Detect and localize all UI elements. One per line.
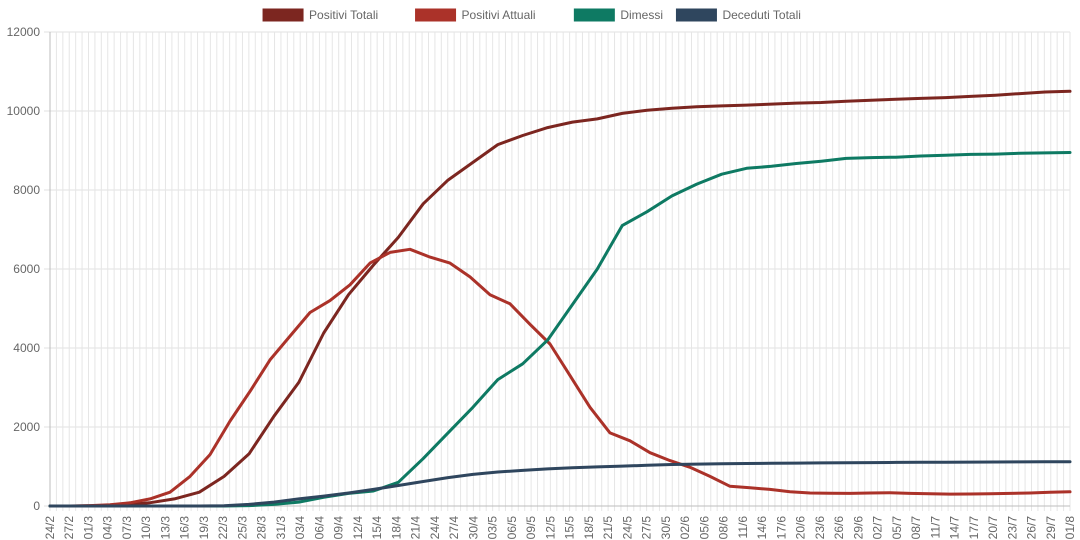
y-tick-label: 0 [33,499,40,513]
chart-grid [44,31,1071,511]
y-tick-label: 8000 [13,183,40,197]
x-tick-label: 24/2 [43,516,57,540]
x-tick-label: 29/7 [1044,516,1058,540]
x-tick-label: 31/3 [274,516,288,540]
x-axis-ticks: 24/2 27/2 01/3 04/3 07/3 10/3 13/3 16/3 19/3 22/3… [43,516,1077,540]
x-tick-label: 18/5 [582,516,596,540]
legend-item[interactable]: Deceduti Totali [675,8,801,22]
x-tick-label: 16/3 [178,516,192,540]
x-tick-label: 09/5 [524,516,538,540]
x-tick-label: 14/6 [755,516,769,540]
x-tick-label: 23/7 [1005,516,1019,540]
x-tick-label: 13/3 [158,516,172,540]
series-line-3 [48,460,1072,508]
x-tick-label: 26/7 [1025,516,1039,540]
y-axis-ticks: 0 2000 4000 6000 8000 10000 12000 [7,25,41,513]
x-tick-label: 15/5 [563,516,577,540]
y-tick-label: 12000 [7,25,41,39]
x-tick-label: 02/6 [678,516,692,540]
y-tick-label: 6000 [13,262,40,276]
x-tick-label: 30/5 [659,516,673,540]
legend-swatch [415,8,457,22]
x-tick-label: 07/3 [120,516,134,540]
x-tick-label: 18/4 [389,516,403,540]
legend-label: Dimessi [620,8,663,22]
x-tick-label: 28/3 [255,516,269,540]
x-tick-label: 10/3 [139,516,153,540]
series-line-1 [48,247,1072,508]
legend-item[interactable]: Dimessi [573,8,663,22]
y-tick-label: 4000 [13,341,40,355]
x-tick-label: 08/7 [909,516,923,540]
x-tick-label: 09/4 [332,516,346,540]
x-tick-label: 11/6 [736,516,750,539]
legend-swatch [262,8,304,22]
x-tick-label: 06/5 [505,516,519,540]
x-tick-label: 12/4 [351,516,365,540]
x-tick-label: 20/7 [986,516,1000,540]
series-line-2 [48,151,1072,508]
legend-label: Deceduti Totali [722,8,801,22]
legend-label: Positivi Attuali [462,8,536,22]
x-tick-label: 17/6 [774,516,788,540]
x-tick-label: 04/3 [101,516,115,540]
x-tick-label: 01/3 [81,516,95,540]
x-tick-label: 25/3 [235,516,249,540]
x-tick-label: 27/4 [447,516,461,540]
x-tick-label: 15/4 [370,516,384,540]
x-tick-label: 20/6 [794,516,808,540]
x-tick-label: 21/5 [601,516,615,540]
x-tick-label: 23/6 [813,516,827,540]
x-tick-label: 05/7 [890,516,904,540]
x-tick-label: 06/4 [312,516,326,540]
x-tick-label: 12/5 [543,516,557,540]
legend-item[interactable]: Positivi Totali [262,8,378,22]
x-tick-label: 29/6 [851,516,865,540]
x-tick-label: 19/3 [197,516,211,540]
x-tick-label: 30/4 [466,516,480,540]
legend-swatch [573,8,615,22]
legend-label: Positivi Totali [309,8,378,22]
x-tick-label: 08/6 [717,516,731,540]
x-tick-label: 03/5 [486,516,500,540]
series-line-0 [48,89,1072,508]
x-tick-label: 22/3 [216,516,230,540]
x-tick-label: 05/6 [697,516,711,540]
x-tick-label: 24/5 [620,516,634,540]
x-tick-label: 01/8 [1063,516,1077,540]
x-tick-label: 24/4 [428,516,442,540]
y-tick-label: 10000 [7,104,41,118]
x-tick-label: 21/4 [409,516,423,540]
x-tick-label: 27/5 [640,516,654,540]
x-tick-label: 14/7 [948,516,962,540]
y-tick-label: 2000 [13,420,40,434]
legend-item[interactable]: Positivi Attuali [415,8,536,22]
x-tick-label: 17/7 [967,516,981,540]
chart-legend[interactable]: Positivi Totali Positivi Attuali Dimessi De… [262,8,801,22]
x-tick-label: 03/4 [293,516,307,540]
x-tick-label: 27/2 [62,516,76,540]
x-tick-label: 02/7 [871,516,885,540]
x-tick-label: 26/6 [832,516,846,540]
series-lines [48,89,1072,508]
legend-swatch [675,8,717,22]
x-tick-label: 11/7 [928,516,942,539]
